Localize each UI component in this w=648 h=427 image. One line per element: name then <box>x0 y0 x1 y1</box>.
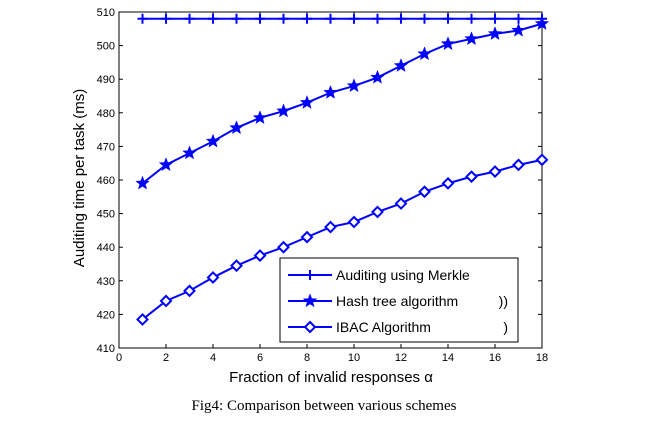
y-tick-label: 480 <box>97 108 115 120</box>
plus-marker <box>325 13 336 24</box>
x-tick-label: 6 <box>257 352 263 364</box>
plus-marker <box>396 13 406 24</box>
figure-caption: Fig4: Comparison between various schemes <box>192 398 457 414</box>
plus-marker <box>184 13 195 24</box>
y-axis-label: Auditing time per task (ms) <box>71 89 88 267</box>
diamond-marker <box>253 249 267 263</box>
diamond-marker <box>512 158 525 172</box>
y-tick-label: 430 <box>97 276 115 288</box>
star-marker <box>302 293 318 308</box>
y-tick-label: 500 <box>97 41 115 53</box>
x-tick-label: 10 <box>348 352 360 364</box>
plus-marker <box>372 13 383 24</box>
star-marker <box>487 26 503 41</box>
star-marker <box>464 31 479 46</box>
diamond-marker <box>159 294 173 308</box>
axis-ticks: 0 2 4 6 8 10 12 14 16 18 410 420 430 440 450 460 470 480 4… <box>97 7 548 364</box>
y-tick-label: 510 <box>97 7 115 19</box>
legend-artifact: ) <box>503 319 508 335</box>
legend-label: Hash tree algorithm <box>336 293 458 309</box>
diamond-marker <box>371 205 384 219</box>
diamond-marker <box>277 240 290 254</box>
plus-marker <box>161 13 171 24</box>
legend-label: Auditing using Merkle <box>336 267 470 283</box>
y-tick-label: 450 <box>97 209 115 221</box>
star-marker <box>276 103 291 118</box>
plus-marker <box>349 13 359 24</box>
x-tick-label: 12 <box>395 352 407 364</box>
star-marker <box>323 84 338 99</box>
plus-marker <box>231 13 242 24</box>
diamond-marker <box>488 165 502 179</box>
legend-label: IBAC Algorithm <box>336 319 431 335</box>
legend-artifact: )) <box>499 293 508 309</box>
x-tick-label: 18 <box>536 352 548 364</box>
star-marker <box>299 95 315 109</box>
diamond-marker <box>418 185 431 199</box>
series-plus <box>137 13 547 24</box>
plus-marker <box>278 13 289 24</box>
x-tick-label: 2 <box>163 352 169 364</box>
plus-marker <box>137 13 148 24</box>
plus-marker <box>255 13 265 24</box>
legend-entry: Auditing using Merkle <box>288 267 470 283</box>
star-marker <box>158 157 174 172</box>
y-tick-label: 470 <box>97 141 115 153</box>
diamond-marker <box>136 313 149 326</box>
legend-entry: Hash tree algorithm <box>288 293 458 309</box>
plus-marker <box>466 13 477 24</box>
diamond-marker <box>394 197 408 210</box>
series-star <box>135 16 550 190</box>
diamond-marker <box>535 153 549 167</box>
star-marker <box>205 133 221 148</box>
diamond-marker <box>300 230 314 244</box>
diamond-marker <box>465 170 478 184</box>
star-marker <box>534 16 550 30</box>
star-marker <box>182 145 197 160</box>
star-marker <box>440 36 456 51</box>
y-tick-label: 440 <box>97 242 115 254</box>
x-tick-label: 14 <box>442 352 454 364</box>
star-marker <box>135 175 150 190</box>
diamond-marker <box>347 215 361 229</box>
legend-entry: IBAC Algorithm <box>288 319 431 335</box>
star-marker <box>370 69 385 84</box>
star-marker <box>346 78 362 93</box>
star-marker <box>511 22 526 37</box>
x-axis-label: Fraction of invalid responses α <box>229 369 433 386</box>
series-diamond <box>136 153 549 326</box>
series-layer <box>135 13 550 326</box>
diamond-marker <box>441 176 455 190</box>
x-tick-label: 4 <box>210 352 216 364</box>
plus-marker <box>419 13 430 24</box>
diamond-marker <box>303 320 317 334</box>
star-marker <box>393 58 409 72</box>
plus-marker <box>513 13 524 24</box>
diamond-marker <box>230 259 243 273</box>
star-marker <box>229 120 244 135</box>
plus-marker <box>305 270 315 280</box>
y-tick-label: 460 <box>97 175 115 187</box>
diamond-marker <box>183 284 196 298</box>
plus-marker <box>302 13 312 24</box>
y-tick-label: 420 <box>97 309 115 321</box>
plus-marker <box>443 13 453 24</box>
star-marker <box>417 46 432 61</box>
plus-marker <box>490 13 500 24</box>
diamond-marker <box>206 271 220 284</box>
x-tick-label: 16 <box>489 352 501 364</box>
legend: Auditing using Merkle Hash tree algorithm… <box>279 257 519 343</box>
y-tick-label: 490 <box>97 74 115 86</box>
diamond-marker <box>324 220 337 234</box>
star-marker <box>252 110 268 125</box>
x-tick-label: 8 <box>304 352 310 364</box>
y-tick-label: 410 <box>97 343 115 355</box>
x-tick-label: 0 <box>116 352 122 364</box>
plus-marker <box>208 13 218 24</box>
